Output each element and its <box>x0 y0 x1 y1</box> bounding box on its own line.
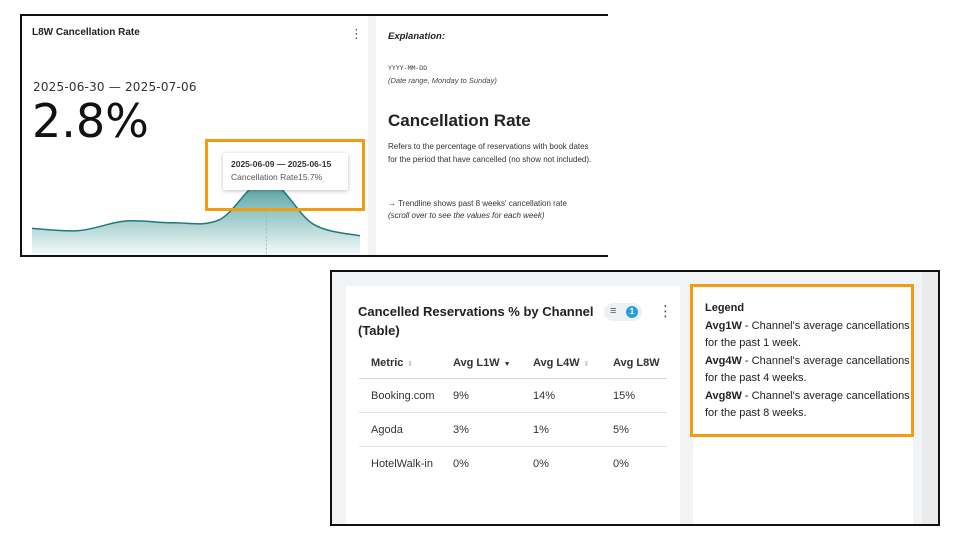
sort-desc-icon: ▼ <box>503 361 511 368</box>
channel-table: Metric ⇕ Avg L1W ▼ Avg L4W ⇕ Avg L8W Bookin… <box>359 348 667 480</box>
sort-icon: ⇕ <box>583 361 590 368</box>
explanation-heading: Explanation: <box>388 31 446 42</box>
date-format-note: (Date range, Monday to Sunday) <box>388 76 497 85</box>
tooltip-highlight-box <box>205 139 365 211</box>
cancelled-by-channel-card: Cancelled Reservations % by Channel (Tab… <box>346 286 680 524</box>
trendline-hint: (scroll over to see the values for each … <box>388 211 545 220</box>
cancellation-rate-panel: L8W Cancellation Rate ⋮ 2025-06-30 — 202… <box>20 14 608 257</box>
cell-avg-l4w: 1% <box>533 412 613 447</box>
cell-avg-l1w: 9% <box>453 378 533 413</box>
legend-heading: Legend <box>705 302 745 314</box>
filter-button[interactable]: ≡ 1 <box>604 303 642 321</box>
cell-avg-l1w: 0% <box>453 457 469 470</box>
panel-divider <box>368 16 376 255</box>
explanation-title: Cancellation Rate <box>388 111 531 130</box>
table-row[interactable]: HotelWalk-in 0% 0% 0% <box>359 447 667 481</box>
filter-count-badge: 1 <box>626 306 638 318</box>
table-row[interactable]: Agoda 3% 1% 5% <box>359 412 667 447</box>
explanation-description: Refers to the percentage of reservations… <box>388 142 592 164</box>
date-format: YYYY-MM-DD <box>388 64 428 72</box>
column-header-avg-l8w[interactable]: Avg L8W <box>613 348 667 379</box>
legend-card: Legend Avg1W - Channel's average cancell… <box>693 286 913 524</box>
scroll-area-strip <box>922 272 938 524</box>
chart-tooltip: 2025-06-09 — 2025-06-15 Cancellation Rat… <box>223 153 348 190</box>
table-header-row: Metric ⇕ Avg L1W ▼ Avg L4W ⇕ Avg L8W <box>359 348 667 379</box>
trendline-text: → Trendline shows past 8 weeks' cancella… <box>388 199 567 208</box>
explanation-card: Explanation: YYYY-MM-DD (Date range, Mon… <box>376 16 608 255</box>
cancellation-rate-value: 2.8% <box>32 94 149 148</box>
cell-avg-l1w: 3% <box>453 412 533 447</box>
column-header-metric[interactable]: Metric ⇕ <box>359 348 453 379</box>
legend-item: Avg1W - Channel's average cancellations … <box>705 319 910 350</box>
channel-table-panel: Cancelled Reservations % by Channel (Tab… <box>330 270 940 526</box>
date-range: 2025-06-30 — 2025-07-06 <box>33 80 197 94</box>
legend-highlight-box <box>690 284 914 437</box>
legend-text: Legend Avg1W - Channel's average cancell… <box>705 300 910 423</box>
cell-avg-l8w: 5% <box>613 412 667 447</box>
cell-metric: HotelWalk-in <box>371 457 433 470</box>
cell-avg-l8w: 0% <box>613 457 629 470</box>
more-options-icon[interactable]: ⋮ <box>350 26 363 41</box>
cell-avg-l4w: 0% <box>533 457 549 470</box>
cancellation-rate-card: L8W Cancellation Rate ⋮ 2025-06-30 — 202… <box>22 16 368 255</box>
filter-icon: ≡ <box>610 305 617 317</box>
table-row[interactable]: Booking.com 9% 14% 15% <box>359 378 667 413</box>
cell-avg-l8w: 15% <box>613 378 667 413</box>
table-card-title: Cancelled Reservations % by Channel (Tab… <box>358 304 594 338</box>
trendline-area <box>32 179 360 255</box>
tooltip-metric: Cancellation Rate15.7% <box>231 172 323 182</box>
trendline-note: → Trendline shows past 8 weeks' cancella… <box>388 198 603 222</box>
cell-metric: Agoda <box>359 412 453 447</box>
column-header-avg-l1w[interactable]: Avg L1W ▼ <box>453 348 533 379</box>
trendline-line <box>31 178 361 237</box>
more-options-icon[interactable]: ⋮ <box>658 303 673 320</box>
cell-metric: Booking.com <box>359 378 453 413</box>
card-title: L8W Cancellation Rate <box>32 27 140 38</box>
legend-item: Avg4W - Channel's average cancellations … <box>705 354 910 385</box>
legend-item: Avg8W - Channel's average cancellations … <box>705 389 910 420</box>
sort-icon: ⇕ <box>407 361 414 368</box>
tooltip-range: 2025-06-09 — 2025-06-15 <box>231 159 332 169</box>
cell-avg-l4w: 14% <box>533 378 613 413</box>
column-header-avg-l4w[interactable]: Avg L4W ⇕ <box>533 348 613 379</box>
